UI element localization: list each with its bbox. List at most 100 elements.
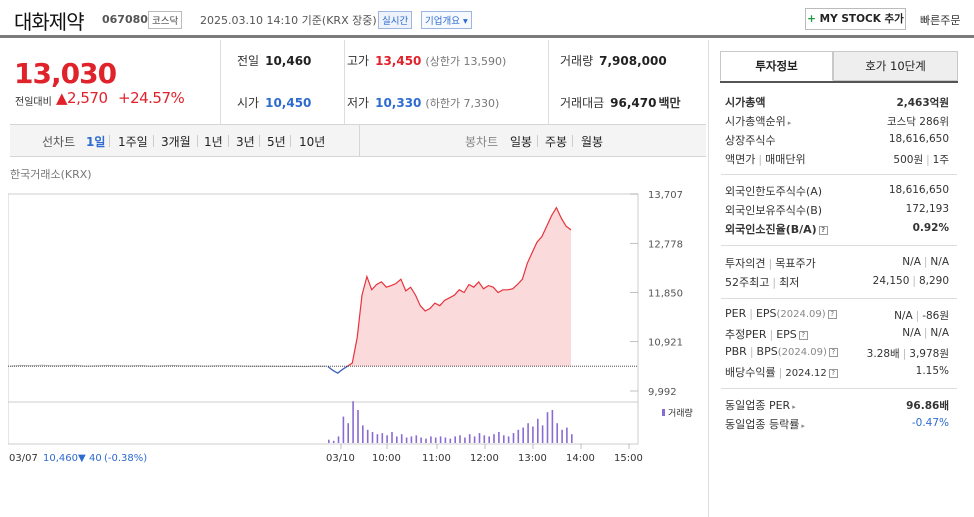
- tab-investment-info[interactable]: 투자정보: [720, 51, 833, 81]
- price-box: 13,030 전일대비 ▲2,570 +24.57%: [10, 40, 220, 124]
- price-change-value: 2,570: [67, 89, 108, 107]
- volume-bar: [503, 435, 505, 443]
- volume-bar: [362, 425, 364, 443]
- industry-rate-label[interactable]: 동일업종 등락률 ▸: [725, 418, 805, 431]
- foreign-holdings-label: 외국인보유주식수(B): [725, 204, 823, 217]
- volume-bar: [571, 434, 573, 443]
- volume-row: 거래량 7,908,000: [560, 54, 667, 68]
- chevron-right-icon: ▸: [787, 119, 792, 127]
- help-icon[interactable]: ?: [828, 368, 838, 378]
- market-cap-rank-value: 코스닥 286위: [886, 116, 949, 128]
- par-value-label: 액면가 | 매매단위: [725, 153, 806, 166]
- tab-1day[interactable]: 1일: [86, 135, 106, 149]
- x-tick-label: 10:00: [372, 453, 401, 464]
- quick-order-link[interactable]: 빠른주문: [920, 14, 961, 27]
- today-price-line: [327, 206, 572, 374]
- volume-value: 7,908,000: [599, 54, 667, 68]
- industry-per-value: 96.86배: [906, 400, 949, 412]
- plus-icon: +: [807, 13, 816, 25]
- tab-3year[interactable]: 3년: [236, 135, 255, 149]
- volume-bar: [381, 433, 384, 443]
- volume-bar: [566, 427, 568, 443]
- 52week-label: 52주최고 | 최저: [725, 276, 800, 289]
- volume-bar: [366, 429, 369, 443]
- volume-legend: 거래량: [668, 407, 693, 419]
- volume-bar: [464, 437, 466, 443]
- foreign-ratio-value: 0.92%: [912, 222, 949, 234]
- market-cap-rank-label[interactable]: 시가총액순위 ▸: [725, 115, 792, 128]
- volume-bar: [546, 412, 549, 443]
- volume-bar: [561, 429, 563, 443]
- tab-1year[interactable]: 1년: [204, 135, 223, 149]
- volume-bar: [507, 436, 510, 443]
- est-per-eps-value: N/A | N/A: [902, 327, 949, 339]
- price-summary: 전일 10,460 고가 13,450 (상한가 13,590) 거래량 7,908,0…: [220, 40, 706, 124]
- volume-bar: [522, 427, 524, 443]
- volume-bar: [337, 436, 340, 443]
- industry-per-label[interactable]: 동일업종 PER ▸: [725, 399, 796, 412]
- volume-bar: [493, 434, 495, 443]
- tab-3month[interactable]: 3개월: [161, 135, 191, 149]
- timestamp: 2025.03.10 14:10 기준(KRX 장중): [200, 14, 377, 27]
- volume-bar: [488, 436, 490, 443]
- exchange-label: 한국거래소(KRX): [10, 168, 92, 181]
- market-cap-label: 시가총액: [725, 96, 766, 109]
- change-label: 전일대비: [15, 97, 52, 108]
- volume-plot-area: [8, 401, 639, 445]
- tab-weekly-candle[interactable]: 주봉: [545, 135, 568, 149]
- per-eps-value: N/A | -86원: [894, 310, 949, 322]
- volume-bar: [386, 435, 388, 443]
- volume-bar: [439, 436, 442, 443]
- volume-bar: [328, 439, 330, 443]
- amount-row: 거래대금 96,470 백만: [560, 96, 681, 110]
- volume-bar: [498, 432, 500, 443]
- volume-bar: [391, 432, 393, 443]
- stock-name: 대화제약: [14, 10, 85, 34]
- volume-bar: [444, 437, 447, 443]
- amount-value: 96,470: [610, 96, 657, 110]
- add-mystock-label: MY STOCK 추가: [819, 13, 904, 25]
- foreign-ratio-label: 외국인소진율(B/A)?: [725, 221, 828, 237]
- volume-bar: [405, 437, 408, 443]
- dividend-label: 배당수익률 | 2024.12?: [725, 364, 838, 380]
- help-icon[interactable]: ?: [798, 330, 808, 340]
- stock-code: 067080: [102, 13, 148, 26]
- y-tick-label: 12,778: [648, 239, 683, 250]
- stock-header: [0, 0, 974, 38]
- help-icon[interactable]: ?: [827, 309, 837, 319]
- volume-bar: [473, 436, 476, 443]
- volume-bar: [347, 423, 349, 443]
- dividend-value: 1.15%: [915, 365, 949, 377]
- volume-bar: [532, 426, 534, 443]
- volume-legend-swatch: [662, 409, 665, 416]
- prev-close-value: 10,460: [265, 54, 312, 68]
- tab-daily-candle[interactable]: 일봉: [510, 135, 533, 149]
- volume-bar: [478, 433, 481, 443]
- help-icon[interactable]: ?: [828, 347, 838, 357]
- volume-bar: [357, 410, 359, 443]
- tab-1week[interactable]: 1주일: [118, 135, 148, 149]
- below-baseline-line: [327, 365, 348, 374]
- intraday-price-chart[interactable]: 13,707 12,778 11,850 10,921 9,992 거래량 03/10 1…: [8, 180, 708, 470]
- realtime-badge[interactable]: 실시간: [378, 11, 413, 29]
- high-row: 고가 13,450 (상한가 13,590): [347, 54, 507, 68]
- volume-bar: [517, 429, 520, 443]
- volume-bar: [527, 423, 529, 443]
- company-info-dropdown[interactable]: 기업개요 ▾: [421, 11, 472, 29]
- tab-monthly-candle[interactable]: 월봉: [581, 135, 604, 149]
- volume-bar: [352, 401, 354, 443]
- volume-bar: [449, 438, 452, 443]
- tab-5year[interactable]: 5년: [267, 135, 286, 149]
- x-tick-label: 12:00: [470, 453, 499, 464]
- investment-info-panel: 투자정보 호가 10단계 시가총액 2,463억원 시가총액순위 ▸ 코스닥 28…: [708, 40, 974, 517]
- tab-order-book[interactable]: 호가 10단계: [833, 51, 958, 81]
- tab-10year[interactable]: 10년: [299, 135, 326, 149]
- prev-close-row: 전일 10,460: [237, 54, 312, 68]
- chevron-right-icon: ▸: [801, 422, 805, 430]
- add-mystock-button[interactable]: + MY STOCK 추가: [805, 8, 906, 30]
- prev-change-value: 40: [89, 453, 102, 464]
- open-value: 10,450: [265, 96, 312, 110]
- volume-bar: [376, 434, 379, 443]
- help-icon[interactable]: ?: [818, 225, 828, 235]
- volume-bar: [541, 425, 544, 443]
